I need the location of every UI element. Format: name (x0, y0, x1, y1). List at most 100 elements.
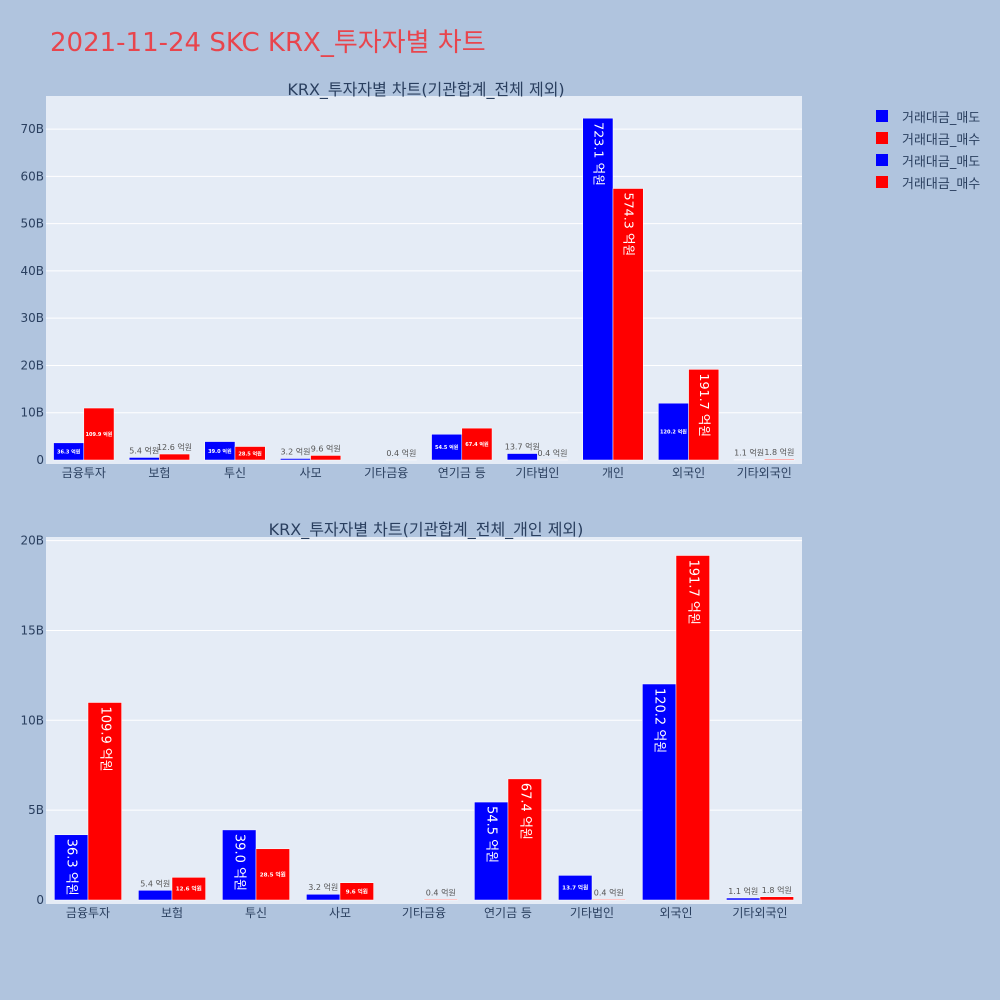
data-label: 1.1 억원 (734, 447, 764, 457)
data-label: 39.0 억원 (208, 448, 232, 455)
legend-item[interactable]: 거래대금_매수 (876, 127, 980, 149)
data-label: 0.4 억원 (426, 887, 456, 897)
y-tick-label: 15B (20, 623, 44, 637)
x-tick-label: 기타외국인 (737, 466, 792, 480)
y-tick-label: 10B (20, 406, 44, 420)
x-tick-label: 투신 (224, 466, 246, 480)
legend-item[interactable]: 거래대금_매수 (876, 171, 980, 193)
data-label: 36.3 억원 (64, 839, 79, 896)
legend-label: 거래대금_매수 (902, 176, 981, 192)
x-tick-label: 보험 (161, 906, 183, 920)
x-tick-label: 사모 (329, 906, 351, 920)
plot-area (46, 96, 802, 464)
y-tick-label: 30B (20, 311, 44, 325)
legend-swatch (876, 132, 888, 144)
legend-item[interactable]: 거래대금_매도 (876, 149, 980, 171)
data-label: 13.7 억원 (505, 442, 540, 452)
data-label: 109.9 억원 (85, 431, 112, 438)
y-tick-label: 60B (20, 169, 44, 183)
data-label: 0.4 억원 (594, 887, 624, 897)
x-tick-label: 연기금 등 (438, 466, 486, 480)
data-label: 12.6 억원 (176, 885, 202, 893)
bar (423, 899, 458, 901)
bar (54, 834, 89, 901)
y-tick-label: 50B (20, 217, 44, 231)
legend: 거래대금_매도 거래대금_매수 거래대금_매도 거래대금_매수 (876, 105, 980, 193)
data-label: 9.6 억원 (311, 443, 341, 453)
data-label: 54.5 억원 (484, 806, 499, 863)
x-tick-label: 연기금 등 (484, 906, 532, 920)
bar (87, 702, 122, 901)
legend-label: 거래대금_매수 (902, 132, 981, 148)
y-tick-label: 40B (20, 264, 44, 278)
bar (582, 117, 614, 461)
bar (688, 369, 720, 461)
data-label: 0.4 억원 (538, 448, 568, 458)
bar (507, 778, 542, 901)
y-tick-label: 0 (36, 453, 44, 467)
chart-1: 0 10B 20B 30B 40B 50B 60B 70B KRX_투자자별 차트(기관합계_전… (20, 80, 802, 480)
legend-swatch (876, 110, 888, 122)
y-tick-label: 70B (20, 122, 44, 136)
data-label: 36.3 억원 (57, 448, 81, 455)
x-tick-label: 기타금융 (402, 906, 446, 920)
y-tick-label: 0 (36, 893, 44, 907)
legend-label: 거래대금_매도 (902, 110, 981, 126)
bar (726, 897, 761, 901)
bar (255, 848, 290, 901)
page-title: 2021-11-24 SKC KRX_투자자별 차트 (50, 28, 486, 58)
legend-label: 거래대금_매도 (902, 154, 981, 170)
data-label: 120.2 억원 (652, 688, 667, 753)
data-label: 13.7 억원 (562, 884, 588, 892)
x-tick-label: 투신 (245, 906, 267, 920)
bar (310, 455, 342, 461)
bar (339, 882, 374, 901)
data-label: 3.2 억원 (280, 446, 310, 456)
legend-item[interactable]: 거래대금_매도 (876, 105, 980, 127)
bar (128, 457, 160, 461)
bar (558, 875, 593, 901)
data-label: 12.6 억원 (157, 442, 192, 452)
x-tick-label: 기타법인 (570, 906, 614, 920)
x-tick-label: 기타금융 (364, 466, 408, 480)
x-tick-label: 외국인 (659, 906, 692, 920)
bar (280, 458, 311, 461)
data-label: 5.4 억원 (129, 445, 159, 455)
bar (658, 402, 689, 461)
chart-title: KRX_투자자별 차트(기관합계_전체 제외) (287, 80, 564, 100)
x-tick-label: 기타외국인 (732, 906, 787, 920)
legend-swatch (876, 154, 888, 166)
data-label: 191.7 억원 (697, 373, 712, 437)
data-label: 723.1 억원 (591, 122, 606, 186)
x-tick-label: 사모 (300, 466, 322, 480)
data-label: 574.3 억원 (622, 193, 637, 257)
data-label: 120.2 억원 (660, 429, 687, 436)
bar (612, 188, 644, 461)
data-label: 54.5 억원 (435, 444, 459, 451)
data-label: 1.1 억원 (728, 886, 758, 896)
x-tick-label: 보험 (148, 466, 170, 480)
data-label: 3.2 억원 (308, 882, 338, 892)
bar (759, 896, 794, 901)
data-label: 28.5 억원 (260, 870, 286, 878)
bar (474, 801, 509, 901)
data-label: 1.8 억원 (762, 885, 792, 895)
bar (733, 459, 765, 461)
x-tick-label: 기타법인 (515, 466, 559, 480)
bar (138, 890, 173, 901)
data-label: 1.8 억원 (764, 447, 794, 457)
x-tick-label: 금융투자 (62, 466, 106, 480)
data-label: 39.0 억원 (232, 834, 247, 891)
x-tick-label: 금융투자 (66, 906, 110, 920)
bar (306, 893, 341, 901)
bar (763, 458, 795, 461)
data-label: 28.5 억원 (238, 450, 262, 457)
data-label: 191.7 억원 (685, 560, 700, 625)
y-tick-label: 20B (20, 534, 44, 548)
bar (431, 433, 463, 461)
y-tick-label: 10B (20, 713, 44, 727)
data-label: 67.4 억원 (465, 441, 489, 448)
chart-title: KRX_투자자별 차트(기관합계_전체_개인 제외) (269, 520, 584, 540)
bar (234, 446, 266, 461)
